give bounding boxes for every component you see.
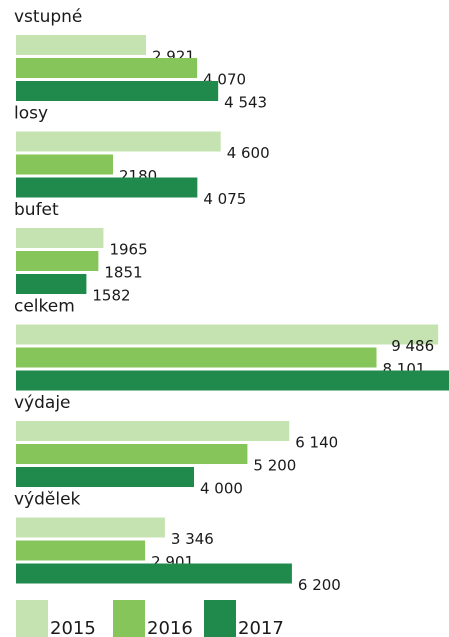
category-label: vstupné [14, 7, 82, 27]
value-label: 4 075 [203, 190, 246, 208]
legend-swatch [113, 600, 145, 637]
bar [16, 517, 165, 538]
legend-label: 2017 [238, 618, 284, 637]
bar [16, 324, 439, 345]
bar [16, 131, 221, 152]
bar [16, 467, 195, 487]
value-label: 1582 [92, 287, 130, 305]
value-label: 4 543 [224, 94, 267, 112]
category-label: výdaje [14, 393, 71, 413]
value-label: 9 486 [391, 337, 434, 355]
bar [16, 154, 114, 175]
bar [16, 274, 87, 294]
bar [16, 563, 292, 584]
bar [16, 58, 198, 78]
bar [16, 421, 290, 441]
value-label: 4 000 [200, 480, 243, 498]
value-label: 4 600 [227, 144, 270, 162]
value-label: 3 346 [171, 530, 214, 548]
bar [16, 444, 248, 464]
legend-swatch [16, 600, 48, 637]
legend-label: 2015 [50, 618, 96, 637]
bar [16, 347, 377, 368]
bar [16, 81, 219, 101]
value-label: 6 140 [295, 434, 338, 452]
bar [16, 370, 449, 391]
category-label: celkem [14, 297, 75, 317]
bar [16, 228, 104, 248]
value-label: 6 200 [298, 576, 341, 594]
bar [16, 35, 146, 55]
category-label: losy [14, 104, 48, 124]
legend-swatch [204, 600, 236, 637]
value-label: 1851 [104, 264, 142, 282]
value-label: 5 200 [253, 457, 296, 475]
category-label: výdělek [14, 490, 81, 510]
bar [16, 251, 99, 271]
bar [16, 177, 198, 198]
category-label: bufet [14, 200, 59, 220]
value-label: 1965 [109, 241, 147, 259]
legend-label: 2016 [147, 618, 193, 637]
bar [16, 540, 146, 561]
